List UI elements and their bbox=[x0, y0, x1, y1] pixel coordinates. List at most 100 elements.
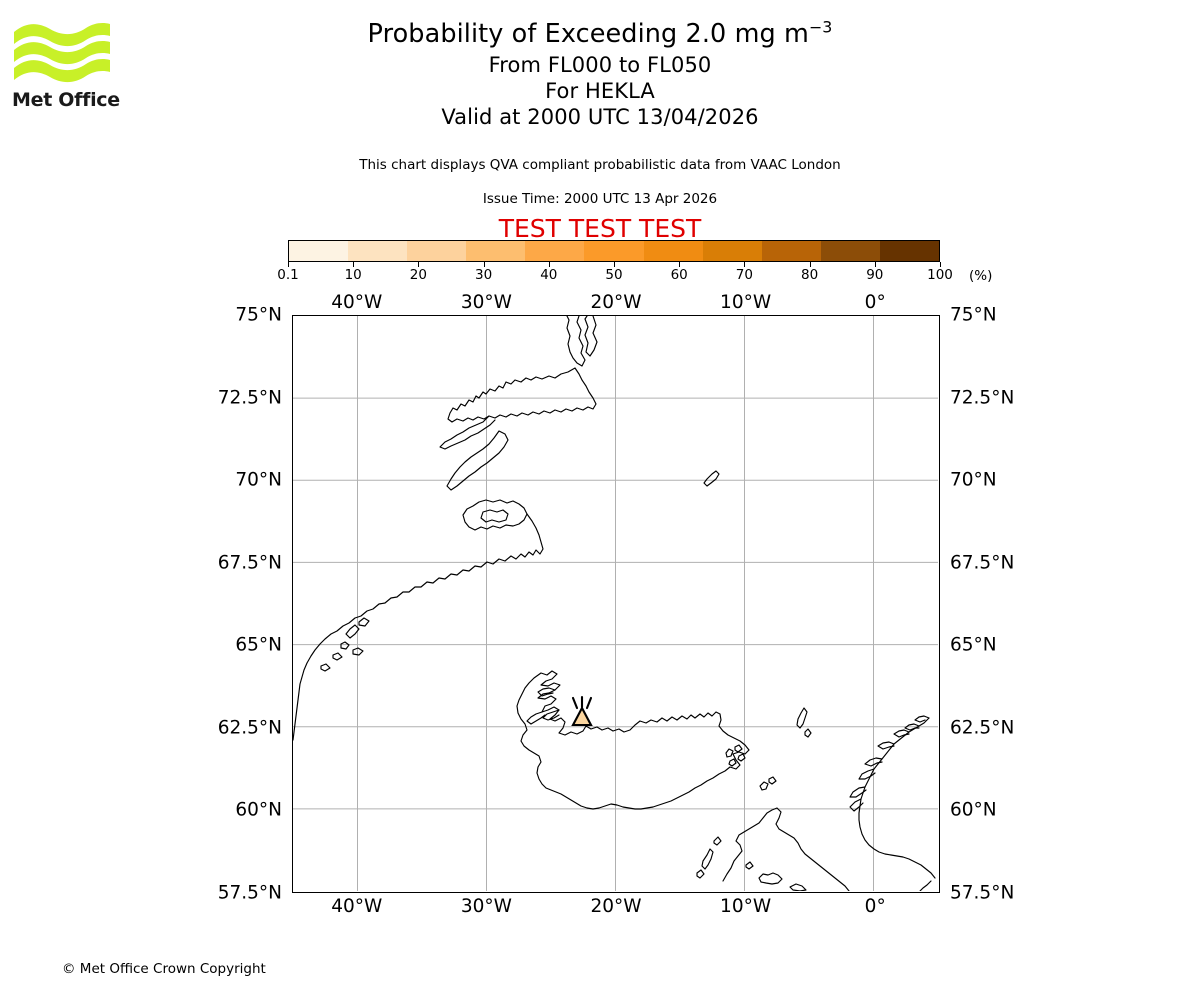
coastline-greenland-inner-island bbox=[480, 509, 509, 523]
colorbar-tick-label-20: 20 bbox=[409, 267, 427, 283]
lon-tick-top-0°: 0° bbox=[864, 292, 886, 313]
colorbar-tick-label-0.1: 0.1 bbox=[277, 267, 299, 283]
coastline-jan-mayen bbox=[703, 470, 720, 487]
lat-tick-right-72.5°N: 72.5°N bbox=[950, 387, 1015, 409]
lat-tick-right-62.5°N: 62.5°N bbox=[950, 717, 1015, 739]
coastline-greenland-islands bbox=[462, 499, 528, 531]
colorbar-tick-50 bbox=[614, 262, 615, 267]
flight-level-subtitle: From FL000 to FL050 bbox=[488, 52, 712, 77]
lat-tick-left-60°N: 60°N bbox=[235, 799, 282, 821]
colorbar-tick-label-100: 100 bbox=[927, 267, 953, 283]
page-title: Probability of Exceeding 2.0 mg m−3 bbox=[0, 19, 1200, 49]
colorbar-tick-30 bbox=[483, 262, 485, 267]
colorbar-tick-100 bbox=[940, 262, 941, 267]
coastline-orkney bbox=[759, 776, 777, 791]
met-office-logo: Met Office bbox=[12, 20, 122, 115]
lon-tick-bottom-40°W: 40°W bbox=[331, 896, 383, 917]
coastline-scotland bbox=[722, 807, 850, 891]
lon-tick-bottom-0°: 0° bbox=[864, 896, 886, 917]
test-banner: TEST TEST TEST bbox=[498, 214, 702, 243]
lat-tick-left-72.5°N: 72.5°N bbox=[217, 387, 282, 409]
volcano-marker-hekla[interactable] bbox=[571, 695, 593, 727]
coastline-norway-fjords bbox=[849, 715, 930, 812]
lat-tick-right-67.5°N: 67.5°N bbox=[950, 552, 1015, 574]
colorbar-tick-label-30: 30 bbox=[475, 267, 493, 283]
colorbar-tick-10 bbox=[353, 262, 355, 267]
volcano-subtitle: For HEKLA bbox=[545, 78, 655, 103]
colorbar-segment-9 bbox=[820, 241, 880, 261]
met-office-logo-text: Met Office bbox=[12, 89, 120, 111]
colorbar-tick-label-10: 10 bbox=[344, 267, 362, 283]
coastline-norway bbox=[858, 717, 936, 879]
map-plot-area[interactable] bbox=[292, 315, 940, 893]
coastline-iceland bbox=[516, 670, 750, 810]
lon-tick-bottom-30°W: 30°W bbox=[460, 896, 512, 917]
colorbar-tick-label-50: 50 bbox=[605, 267, 623, 283]
page-title-exponent: −3 bbox=[808, 17, 833, 37]
lat-tick-left-62.5°N: 62.5°N bbox=[217, 717, 282, 739]
lon-tick-bottom-20°W: 20°W bbox=[590, 896, 642, 917]
colorbar-tick-label-60: 60 bbox=[670, 267, 688, 283]
coastline-greenland-peninsula bbox=[446, 430, 509, 491]
lon-tick-top-30°W: 30°W bbox=[460, 292, 512, 313]
coastline-greenland-fjords bbox=[439, 415, 496, 450]
colorbar-segment-0 bbox=[289, 241, 349, 261]
coastline-hebrides bbox=[696, 836, 722, 879]
colorbar-segment-7 bbox=[702, 241, 762, 261]
lat-tick-right-65°N: 65°N bbox=[950, 634, 997, 656]
lat-tick-right-70°N: 70°N bbox=[950, 469, 997, 491]
coastline-denmark bbox=[919, 880, 932, 891]
lon-tick-top-10°W: 10°W bbox=[720, 292, 772, 313]
colorbar-segment-2 bbox=[407, 241, 467, 261]
colorbar-tick-axis: 0.1 10 20 30 40 50 60 70 80 90 100 bbox=[277, 262, 953, 284]
colorbar-segment-6 bbox=[643, 241, 703, 261]
probability-colorbar bbox=[288, 240, 940, 262]
copyright-notice: © Met Office Crown Copyright bbox=[62, 961, 266, 977]
colorbar-segment-3 bbox=[466, 241, 526, 261]
qva-compliance-note: This chart displays QVA compliant probab… bbox=[359, 157, 841, 173]
colorbar-segment-4 bbox=[525, 241, 585, 261]
coastline-iceland-westfjords bbox=[526, 687, 560, 725]
colorbar-gradient bbox=[288, 240, 940, 262]
colorbar-tick-60 bbox=[679, 262, 681, 267]
coastline-paths bbox=[293, 316, 936, 891]
lat-tick-left-57.5°N: 57.5°N bbox=[217, 882, 282, 904]
colorbar-tick-70 bbox=[744, 262, 746, 267]
map-canvas bbox=[293, 316, 938, 891]
colorbar-tick-0.1 bbox=[288, 262, 289, 267]
colorbar-tick-20 bbox=[418, 262, 420, 267]
valid-time-subtitle: Valid at 2000 UTC 13/04/2026 bbox=[441, 104, 759, 129]
chart-title-block: Probability of Exceeding 2.0 mg m−3 From… bbox=[0, 19, 1200, 129]
lat-tick-left-70°N: 70°N bbox=[235, 469, 282, 491]
colorbar-tick-label-70: 70 bbox=[735, 267, 753, 283]
colorbar-tick-80 bbox=[809, 262, 811, 267]
colorbar-units-label: (%) bbox=[969, 268, 993, 284]
colorbar-tick-label-40: 40 bbox=[540, 267, 558, 283]
page-title-text: Probability of Exceeding 2.0 mg m bbox=[367, 19, 809, 49]
colorbar-segment-5 bbox=[584, 241, 644, 261]
lat-tick-right-75°N: 75°N bbox=[950, 304, 997, 326]
lon-tick-top-20°W: 20°W bbox=[590, 292, 642, 313]
coastline-greenland-tip bbox=[345, 617, 370, 639]
colorbar-segment-1 bbox=[348, 241, 408, 261]
lon-tick-bottom-10°W: 10°W bbox=[720, 896, 772, 917]
coastline-greenland-southeast bbox=[293, 513, 544, 741]
lat-tick-right-57.5°N: 57.5°N bbox=[950, 882, 1015, 904]
colorbar-segment-8 bbox=[761, 241, 821, 261]
colorbar-tick-label-90: 90 bbox=[866, 267, 884, 283]
colorbar-segment-10 bbox=[879, 241, 940, 261]
coastline-greenland bbox=[447, 316, 598, 423]
colorbar-tick-90 bbox=[874, 262, 876, 267]
lat-tick-left-65°N: 65°N bbox=[235, 634, 282, 656]
coastline-south-islets bbox=[745, 861, 807, 891]
colorbar-tick-label-80: 80 bbox=[801, 267, 819, 283]
map-gridlines bbox=[293, 316, 938, 891]
lat-tick-right-60°N: 60°N bbox=[950, 799, 997, 821]
issue-time-label: Issue Time: 2000 UTC 13 Apr 2026 bbox=[482, 191, 718, 207]
lat-tick-left-67.5°N: 67.5°N bbox=[217, 552, 282, 574]
coastline-faroe-islands bbox=[725, 744, 746, 767]
lon-tick-top-40°W: 40°W bbox=[331, 292, 383, 313]
coastline-shetland bbox=[796, 707, 812, 738]
coastline-greenland-south-islets bbox=[320, 641, 364, 672]
met-office-wave-mark bbox=[14, 23, 110, 83]
